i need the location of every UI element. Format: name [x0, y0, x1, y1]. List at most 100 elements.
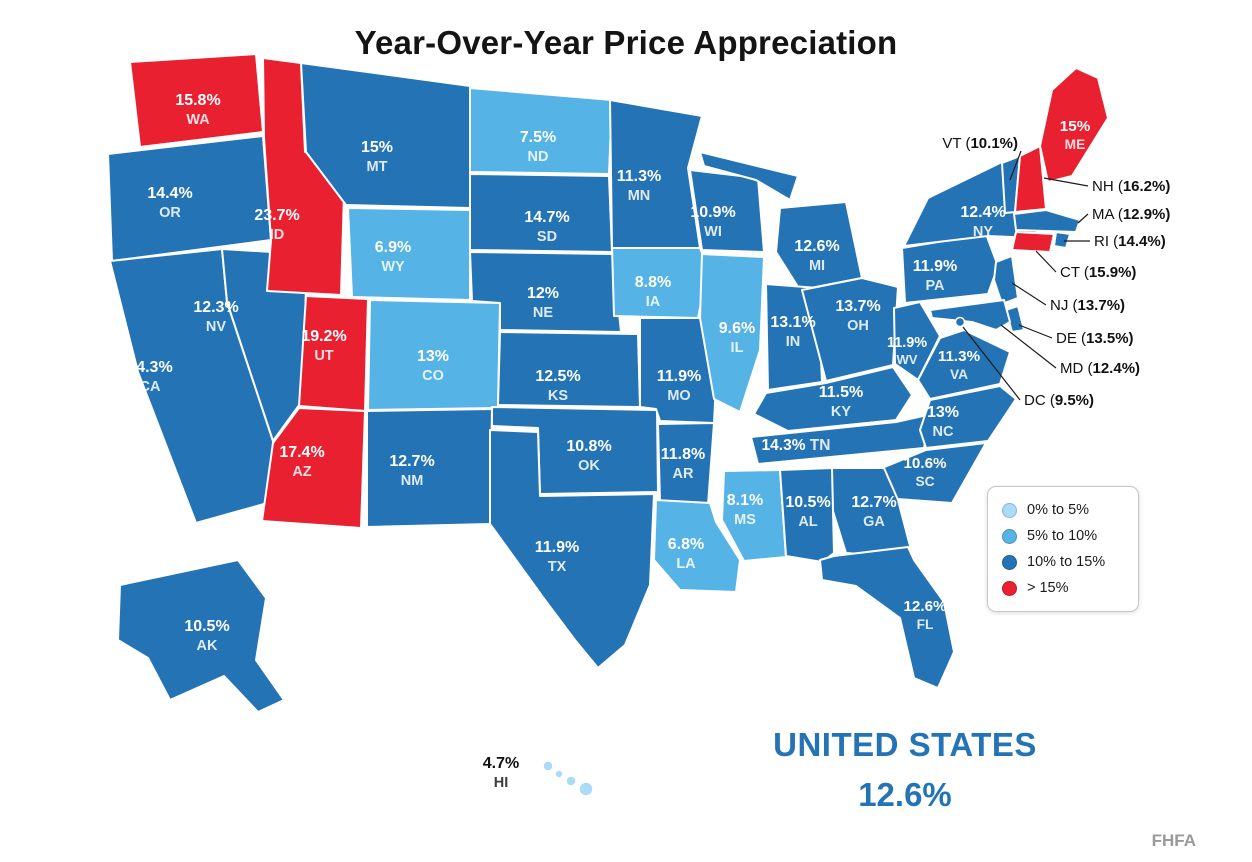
- state-OK-abbr: OK: [578, 458, 600, 474]
- state-MS-shape: [721, 469, 787, 562]
- state-SC-abbr: SC: [915, 474, 934, 489]
- chart-title: Year-Over-Year Price Appreciation: [354, 24, 898, 61]
- state-MI-shape: [699, 151, 799, 201]
- state-SD-value: 14.7%: [524, 209, 569, 226]
- state-AL-abbr: AL: [798, 514, 817, 530]
- legend: 0% to 5% 5% to 10% 10% to 15% > 15%: [987, 486, 1139, 612]
- state-MS-value: 8.1%: [727, 492, 763, 509]
- state-CO-abbr: CO: [422, 368, 444, 384]
- state-OH-value: 13.7%: [835, 298, 880, 315]
- state-FL-value: 12.6%: [903, 598, 947, 615]
- callout-line-MA: [1077, 213, 1089, 224]
- callout-line-NH: [1043, 177, 1089, 187]
- state-WV-value: 11.9%: [887, 335, 927, 351]
- callout-label-MD: MD (12.4%): [1060, 360, 1140, 377]
- state-MN-value: 11.3%: [617, 168, 661, 185]
- state-OH-abbr: OH: [847, 318, 869, 334]
- state-OK-value: 10.8%: [566, 438, 611, 455]
- state-GA-abbr: GA: [863, 514, 885, 530]
- state-IA-value: 8.8%: [635, 274, 671, 291]
- state-FL-shape: [819, 546, 955, 689]
- state-AR-value: 11.8%: [661, 446, 705, 463]
- state-NJ-shape: [993, 255, 1019, 305]
- state-WV-abbr: WV: [896, 352, 917, 367]
- legend-item-label: 0% to 5%: [1027, 502, 1090, 518]
- state-AZ-abbr: AZ: [292, 464, 311, 480]
- state-AK-value: 10.5%: [184, 618, 229, 635]
- state-KS-value: 12.5%: [535, 368, 580, 385]
- state-MO-value: 11.9%: [657, 368, 701, 385]
- source-attribution: FHFA: [1151, 831, 1196, 850]
- state-CT-shape: [1011, 231, 1055, 253]
- callout-label-NH: NH (16.2%): [1092, 178, 1170, 195]
- state-WA-abbr: WA: [186, 112, 210, 128]
- state-WY-shape: [347, 207, 471, 301]
- state-MI-value: 12.6%: [794, 238, 839, 255]
- state-IL-abbr: IL: [731, 340, 744, 356]
- state-SD-abbr: SD: [537, 229, 557, 245]
- state-TN-label: 14.3% TN: [762, 437, 831, 454]
- state-VA-value: 11.3%: [938, 348, 981, 365]
- state-HI-abbr: HI: [494, 775, 509, 791]
- state-LA-abbr: LA: [676, 556, 696, 572]
- state-HI-shape: [578, 781, 594, 797]
- callout-label-NJ: NJ (13.7%): [1050, 297, 1125, 314]
- legend-swatch: [1002, 502, 1017, 518]
- state-KY-abbr: KY: [831, 404, 851, 420]
- state-VA-abbr: VA: [950, 367, 968, 382]
- callout-label-DC: DC (9.5%): [1024, 392, 1094, 409]
- state-ID-abbr: ID: [270, 227, 285, 243]
- state-FL-abbr: FL: [917, 617, 934, 632]
- state-NE-abbr: NE: [533, 305, 553, 321]
- state-PA-value: 11.9%: [913, 258, 957, 275]
- state-ND-abbr: ND: [528, 149, 549, 165]
- state-AL-value: 10.5%: [785, 494, 830, 511]
- legend-item-2: 10% to 15%: [1002, 549, 1124, 575]
- state-GA-value: 12.7%: [851, 494, 896, 511]
- state-HI-shape: [554, 769, 564, 779]
- state-AR-abbr: AR: [673, 466, 694, 482]
- state-AR-shape: [657, 422, 715, 506]
- callout-line-VT: [1009, 150, 1022, 181]
- state-IN-value: 13.1%: [770, 314, 815, 331]
- legend-swatch: [1002, 528, 1017, 544]
- state-LA-shape: [653, 499, 741, 593]
- state-NM-value: 12.7%: [389, 453, 434, 470]
- state-OR-abbr: OR: [159, 205, 181, 221]
- state-CO-value: 13%: [417, 348, 449, 365]
- legend-swatch: [1002, 554, 1017, 570]
- state-MT-shape: [300, 62, 471, 209]
- state-CA-abbr: CA: [140, 379, 161, 395]
- state-WI-abbr: WI: [704, 224, 722, 240]
- us-summary-value: 12.6%: [858, 776, 952, 813]
- state-NM-abbr: NM: [401, 473, 424, 489]
- state-MA-shape: [1013, 209, 1081, 233]
- state-WA-value: 15.8%: [175, 92, 220, 109]
- legend-item-0: 0% to 5%: [1002, 497, 1124, 523]
- callout-line-MD: [1000, 324, 1057, 369]
- state-RI-shape: [1053, 231, 1071, 249]
- legend-item-label: 10% to 15%: [1027, 554, 1106, 570]
- state-CA-value: 14.3%: [127, 359, 172, 376]
- state-HI-shape: [542, 760, 554, 772]
- state-ME-abbr: ME: [1065, 137, 1086, 152]
- state-MD-shape: [929, 299, 1011, 331]
- state-MT-abbr: MT: [367, 159, 388, 175]
- state-MO-abbr: MO: [667, 388, 690, 404]
- state-NE-value: 12%: [527, 285, 559, 302]
- state-ND-value: 7.5%: [520, 129, 556, 146]
- us-summary-label: UNITED STATES: [773, 726, 1037, 763]
- state-KY-shape: [753, 366, 913, 432]
- legend-swatch: [1002, 580, 1017, 596]
- state-MS-abbr: MS: [734, 512, 756, 528]
- legend-item-1: 5% to 10%: [1002, 523, 1124, 549]
- callout-label-VT: VT (10.1%): [942, 135, 1018, 152]
- state-HI-value: 4.7%: [483, 755, 519, 772]
- state-ME-shape: [1039, 67, 1109, 183]
- state-MT-value: 15%: [361, 139, 393, 156]
- callout-line-DC: [962, 326, 1021, 401]
- callout-line-DE: [1018, 324, 1053, 339]
- state-ME-value: 15%: [1060, 118, 1091, 135]
- callout-line-CT: [1035, 250, 1057, 273]
